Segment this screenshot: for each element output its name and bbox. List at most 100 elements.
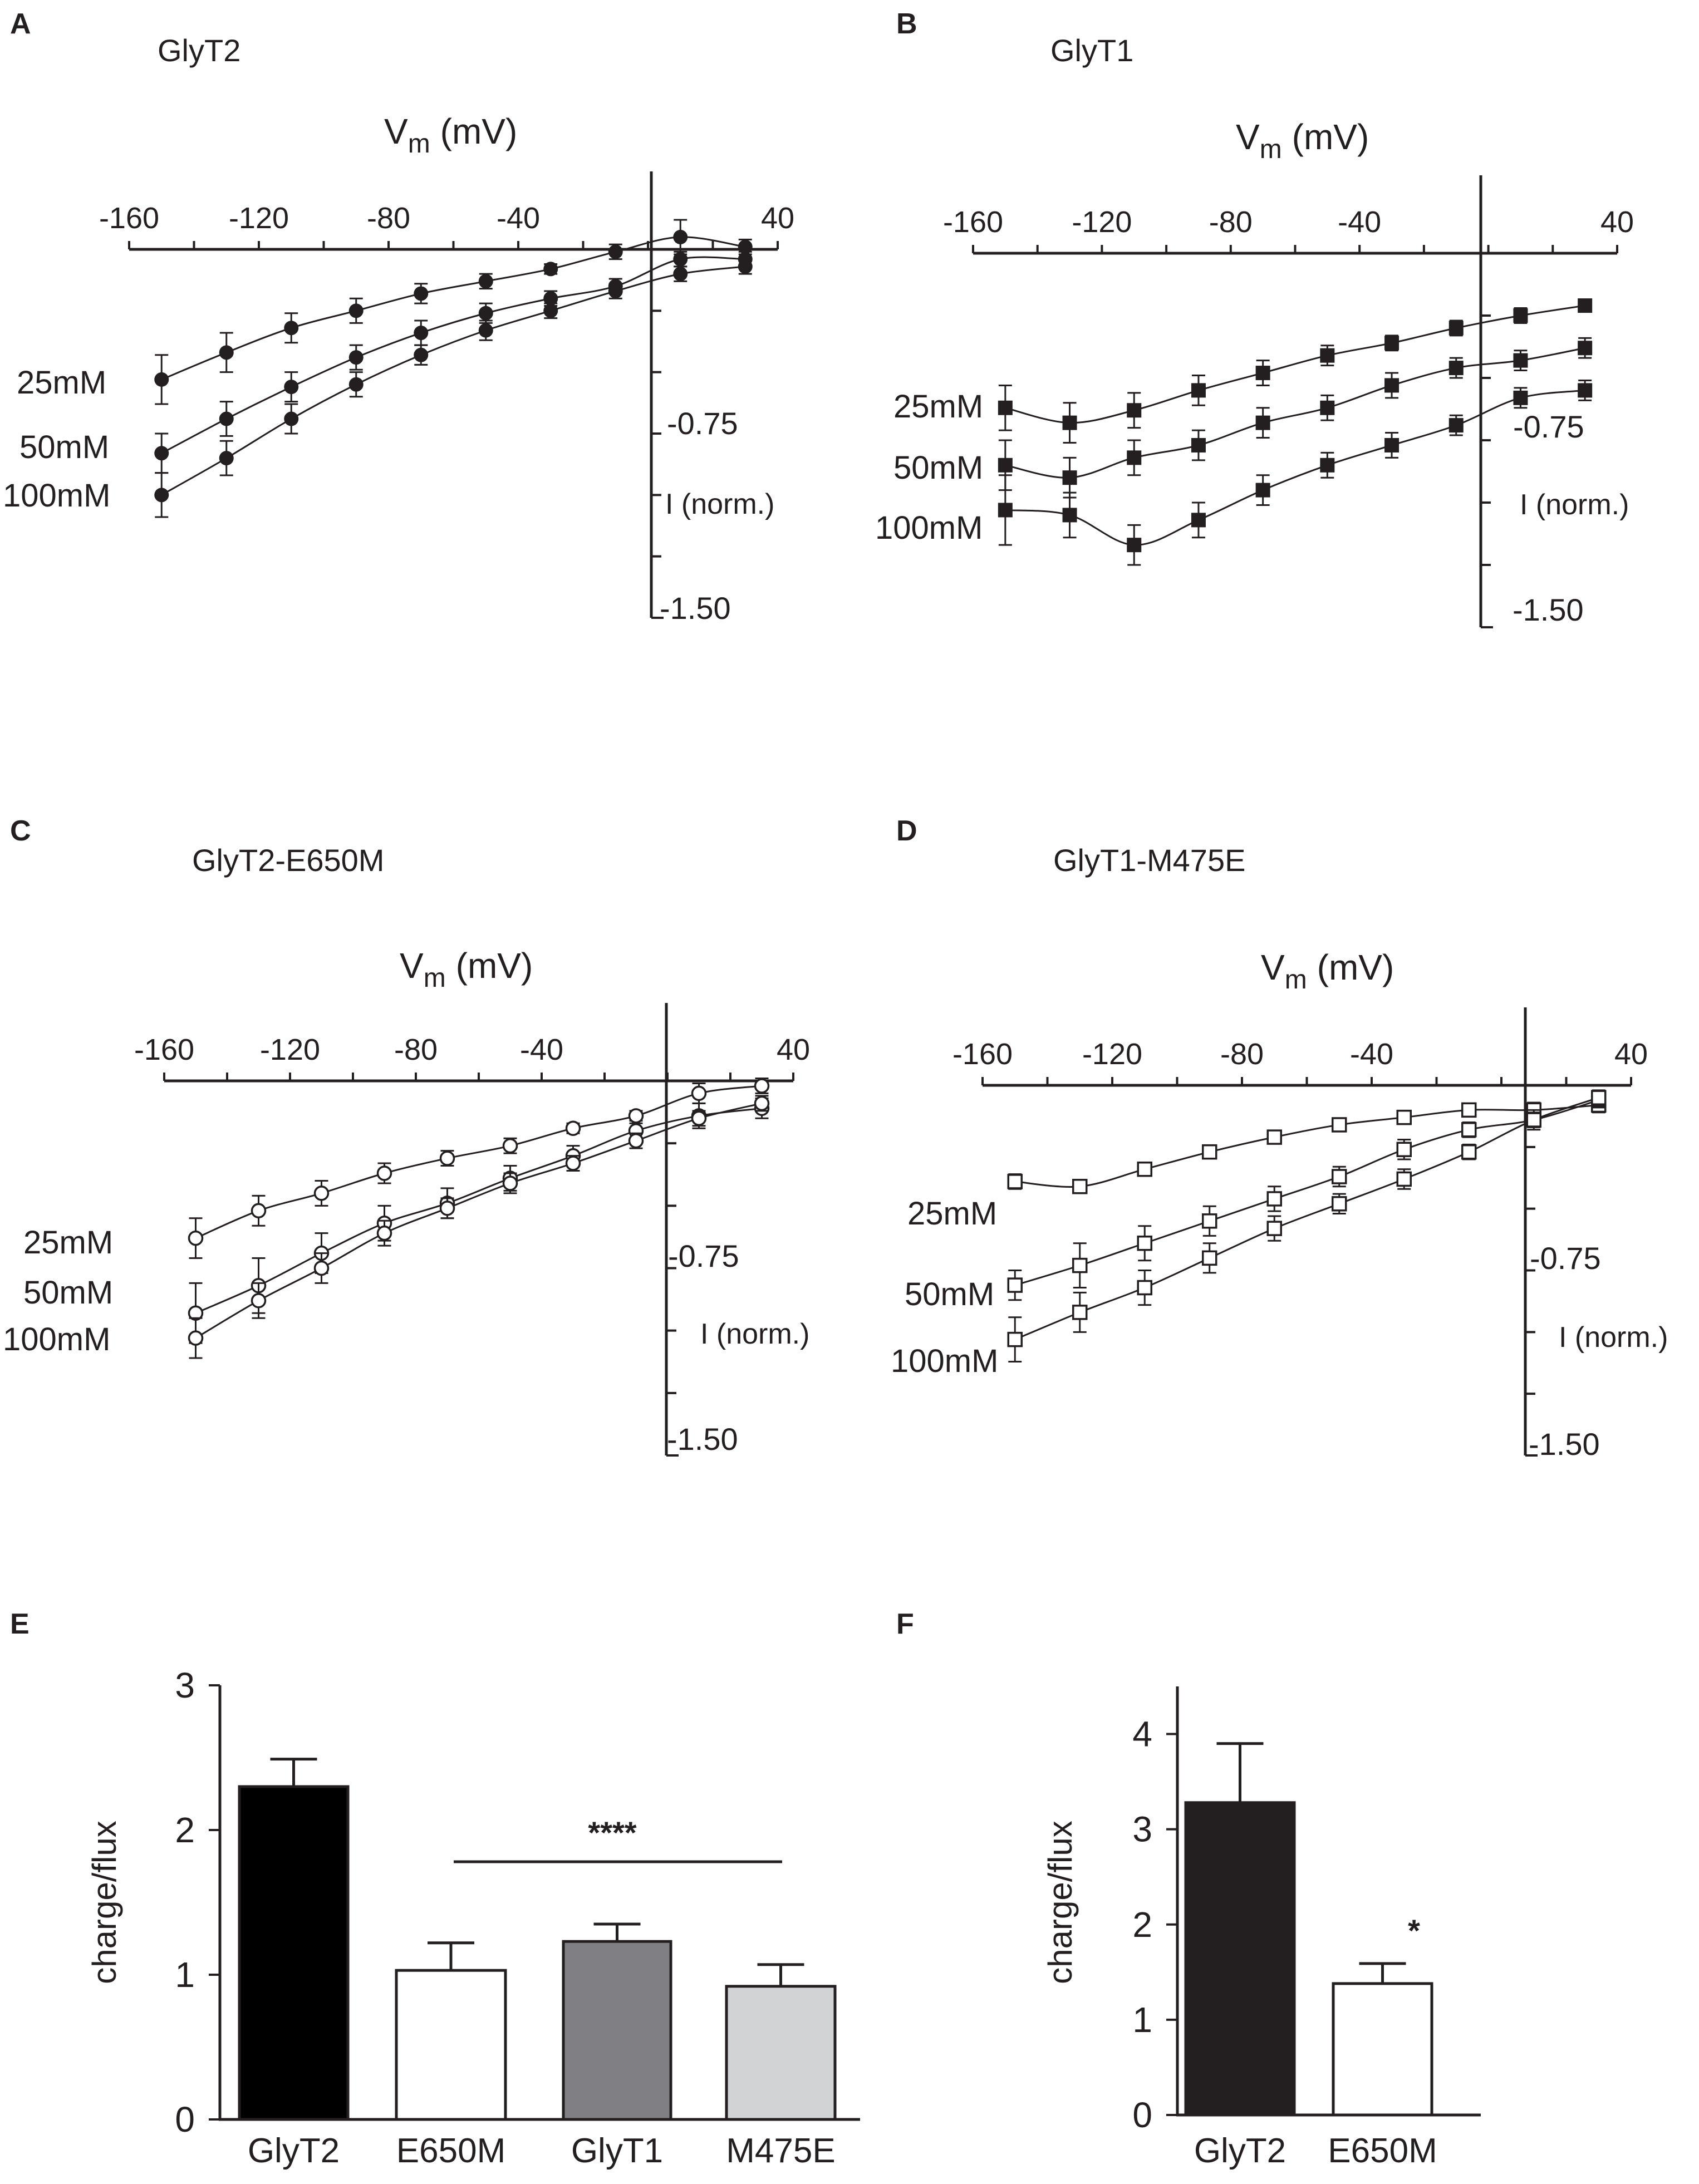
y-tick-label: -1.50 [1513,592,1584,627]
data-point [565,1155,581,1171]
panel-label: F [896,1608,914,1640]
data-point [313,1186,330,1201]
fit-curve [1005,389,1585,546]
data-point [478,323,493,338]
y-tick-label: 2 [175,1810,195,1850]
data-point [1461,1144,1477,1160]
data-point [754,1078,770,1094]
data-point [1202,1250,1217,1266]
data-point [1448,361,1464,376]
fit-curve [195,1107,762,1314]
x-tick-label: 40 [1600,205,1634,239]
y-axis-title: I (norm.) [1520,489,1629,521]
data-point [348,303,364,318]
fit-curve [1005,304,1585,424]
data-point [691,1110,707,1127]
x-tick-label: -120 [1082,1037,1142,1071]
y-axis-title: I (norm.) [1559,1321,1668,1354]
data-point [1591,1090,1607,1105]
x-tick-label: -80 [1209,205,1253,239]
legend-label: 50mM [905,1276,994,1312]
data-point [754,1095,770,1111]
data-point [1137,1235,1152,1251]
data-point [439,1201,455,1216]
data-point [543,303,558,318]
x-tick-label: -120 [1072,205,1132,239]
fit-curve [1014,1096,1599,1341]
data-point [414,326,429,341]
data-point [1332,1117,1347,1133]
data-point [1578,298,1593,313]
fit-curve [161,236,745,381]
data-point [478,306,493,321]
x-axis-title-unit: (mV) [456,946,533,986]
data-point [1191,383,1206,398]
y-tick-label: -0.75 [668,1238,739,1273]
x-axis-title-main: V [384,111,408,151]
y-tick-label: 1 [175,1955,195,1995]
data-point [1062,470,1077,485]
data-point [1320,458,1335,473]
data-point [1127,450,1142,465]
data-point [1191,437,1206,452]
data-point [1461,1102,1477,1118]
data-point [998,458,1013,473]
data-point [414,347,429,362]
data-point [1062,508,1077,523]
data-point [1384,378,1400,393]
x-tick-label: -40 [497,201,540,235]
y-axis-title: I (norm.) [700,1318,809,1350]
series-50mm [154,250,753,474]
data-point [376,1165,392,1181]
significance-marker: **** [588,1815,636,1850]
significance-marker: * [1408,1913,1420,1948]
y-tick-label: 3 [175,1665,195,1705]
category-label: GlyT1 [571,2132,663,2170]
iv-chart-c: C GlyT2-E650M Vm (mV) -160 -120 -80 -40 40 -0.75 -… [3,815,810,1457]
data-point [628,1108,644,1124]
y-tick-label: 4 [1132,1714,1152,1754]
data-point [219,411,234,426]
data-point [1396,1171,1412,1187]
x-tick-label: -160 [943,205,1003,239]
data-point [1062,415,1077,430]
chart-title: GlyT2-E650M [192,843,384,878]
x-tick-label: 40 [1614,1037,1648,1071]
legend-label: 100mM [875,510,983,546]
category-label: M475E [726,2132,835,2170]
x-axis-title-main: V [1261,947,1285,987]
legend-label: 100mM [3,1321,110,1357]
data-point [1072,1179,1088,1194]
x-axis-title: Vm (mV) [384,111,517,159]
data-point [1007,1277,1023,1293]
data-point [251,1203,267,1219]
data-point [1332,1196,1347,1212]
data-point [284,321,299,336]
data-point [1072,1305,1088,1320]
bar [395,1969,507,2121]
data-point [673,267,688,282]
iv-chart-d: D GlyT1-M475E Vm (mV) -160 -120 -80 -40 40 -0.75 -… [891,815,1668,1462]
fit-curve [161,265,745,496]
fit-curve [1005,347,1585,479]
legend-label: 50mM [23,1275,113,1311]
y-tick-label: -0.75 [667,406,738,441]
legend-label: 25mM [893,388,983,425]
bar [238,1785,350,2121]
iv-chart-b: B GlyT1 Vm (mV) -160 -120 -80 -40 40 -0.75 -1.50 I … [875,8,1634,628]
legend-label: 50mM [893,450,983,486]
x-axis-title-unit: (mV) [1317,947,1394,987]
bar [1184,1801,1296,2117]
data-point [439,1150,455,1166]
legend-label: 100mM [891,1343,998,1379]
data-point [1255,483,1270,498]
series-100mm [188,1095,770,1359]
series-25mm [1007,1096,1607,1194]
x-axis-title-unit: (mV) [440,111,518,151]
data-point [1266,1191,1282,1207]
data-point [1578,341,1593,356]
data-point [1384,437,1400,452]
data-point [1191,513,1206,528]
data-point [1202,1144,1217,1160]
series-100mm [1007,1089,1607,1363]
